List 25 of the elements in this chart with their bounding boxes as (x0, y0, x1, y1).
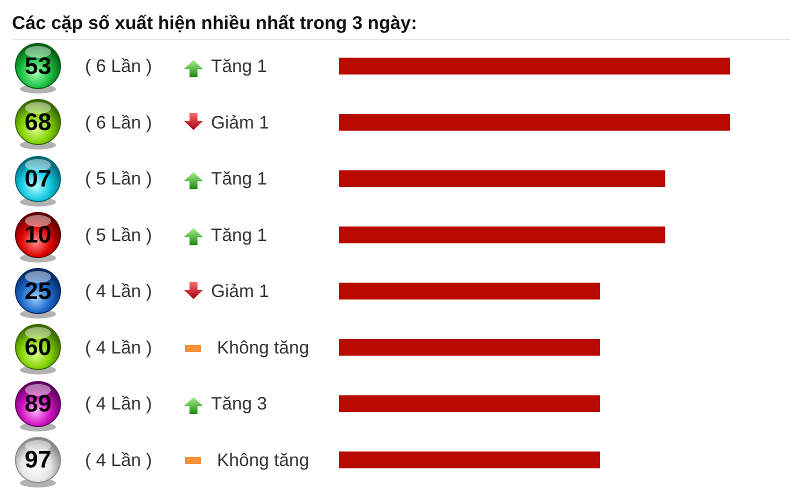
text: Giảm 1 (211, 112, 270, 132)
text: Tăng 1 (211, 56, 268, 76)
data-label: ( 4 Lần ) (85, 337, 152, 358)
data-label: ( 4 Lần ) (85, 450, 152, 470)
data-label: ( 4 Lần ) (85, 281, 152, 302)
text: Tăng 1 (211, 168, 268, 189)
data-label: ( 6 Lần ) (85, 112, 152, 132)
chart-title: Các cặp số xuất hiện nhiều nhất trong 3 ngày: (12, 12, 418, 33)
y-tick-label: 53 (24, 52, 52, 80)
y-tick-label: 07 (24, 165, 52, 192)
data-label: ( 6 Lần ) (85, 56, 152, 76)
text: Tăng 3 (211, 394, 268, 414)
data-label: ( 5 Lần ) (85, 224, 152, 245)
data-label: ( 4 Lần ) (85, 394, 152, 414)
text: Giảm 1 (211, 281, 270, 302)
y-tick-label: 10 (24, 222, 52, 248)
y-tick-label: 97 (24, 446, 52, 474)
data-label: ( 5 Lần ) (85, 168, 152, 189)
text: Không tăng (217, 337, 310, 358)
y-tick-label: 60 (24, 334, 52, 361)
y-tick-label: 89 (24, 390, 52, 418)
text: Không tăng (217, 450, 310, 470)
text: Tăng 1 (211, 224, 268, 245)
y-tick-label: 68 (24, 109, 52, 136)
y-tick-label: 25 (24, 278, 52, 305)
